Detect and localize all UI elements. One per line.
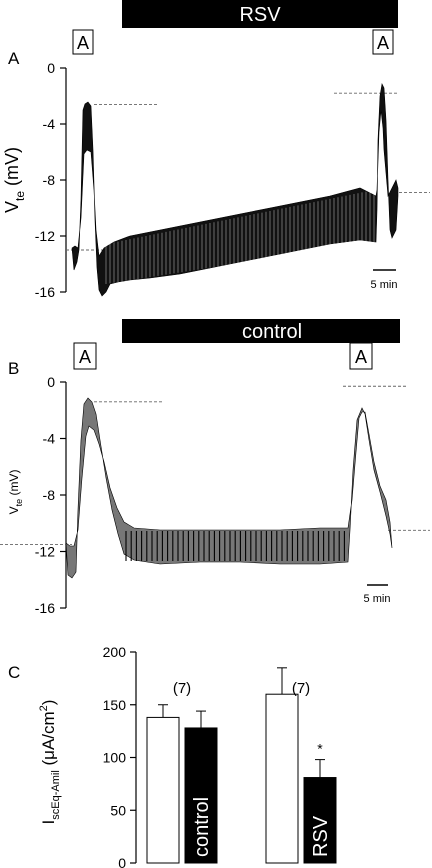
panel-a: RSV A A A 0 -4 -8 -12 -16 Vte (mV) 5 min — [2, 0, 430, 300]
panel-letter-b: B — [8, 359, 19, 378]
voltage-trace-b-band — [65, 397, 393, 579]
y-tick-label-b: -8 — [43, 487, 56, 503]
amiloride-marker-box-left-b — [73, 342, 97, 370]
y-tick-label-a: -12 — [35, 228, 55, 244]
y-tick-label-b: -16 — [35, 600, 55, 616]
amiloride-marker-left: A — [77, 33, 89, 53]
panel-b: control A A B 0 -4 -8 -12 -16 Vte (mV) 5 min — [0, 319, 430, 616]
amiloride-marker-box-left — [72, 29, 94, 55]
amiloride-marker-box-right — [372, 29, 394, 55]
panel-letter-a: A — [8, 49, 20, 68]
significance-asterisk: * — [317, 741, 323, 757]
control-treatment-label: control — [242, 321, 302, 343]
sample-size-label: (7) — [292, 680, 310, 697]
y-tick-label-a: -4 — [43, 116, 56, 132]
sample-size-label: (7) — [173, 680, 191, 697]
amiloride-marker-right-b: A — [355, 347, 367, 367]
y-tick-label-b: -12 — [35, 544, 55, 560]
bar-control-1 — [184, 727, 218, 864]
y-axis-label-c: IscEq-Amil (μA/cm2) — [38, 700, 62, 825]
bar-label-RSV: RSV — [310, 815, 332, 857]
y-tick-label-b: 0 — [47, 374, 55, 390]
y-tick-label-a: -16 — [35, 284, 55, 300]
bar-label-control: control — [191, 797, 213, 857]
rsv-treatment-label: RSV — [239, 4, 281, 26]
bar-RSV-1 — [303, 777, 337, 864]
y-tick-label-c: 50 — [110, 802, 126, 818]
amiloride-marker-right: A — [377, 33, 389, 53]
y-tick-label-c: 200 — [103, 644, 127, 660]
bar-RSV-0 — [265, 693, 299, 864]
amiloride-marker-left-b: A — [79, 347, 91, 367]
time-scale-label-a: 5 min — [371, 279, 398, 291]
y-tick-label-c: 0 — [118, 855, 126, 868]
y-axis-label-a: Vte (mV) — [2, 147, 27, 213]
y-tick-label-c: 150 — [103, 697, 127, 713]
bar-control-0 — [146, 716, 180, 864]
rsv-treatment-bar — [122, 0, 398, 28]
time-scale-label-b: 5 min — [364, 593, 391, 605]
y-axis-label-b: Vte (mV) — [7, 470, 24, 515]
y-tick-label-a: -8 — [43, 172, 56, 188]
y-tick-label-c: 100 — [103, 750, 127, 766]
control-treatment-bar — [122, 319, 400, 343]
y-tick-label-b: -4 — [43, 431, 56, 447]
y-tick-label-a: 0 — [47, 60, 55, 76]
amiloride-marker-box-right-b — [349, 342, 373, 370]
panel-letter-c: C — [8, 663, 20, 682]
panel-c: C 0 50 100 150 200 IscEq-Amil (μA/cm2) contr… — [8, 644, 337, 868]
voltage-trace-a-band — [71, 83, 399, 297]
